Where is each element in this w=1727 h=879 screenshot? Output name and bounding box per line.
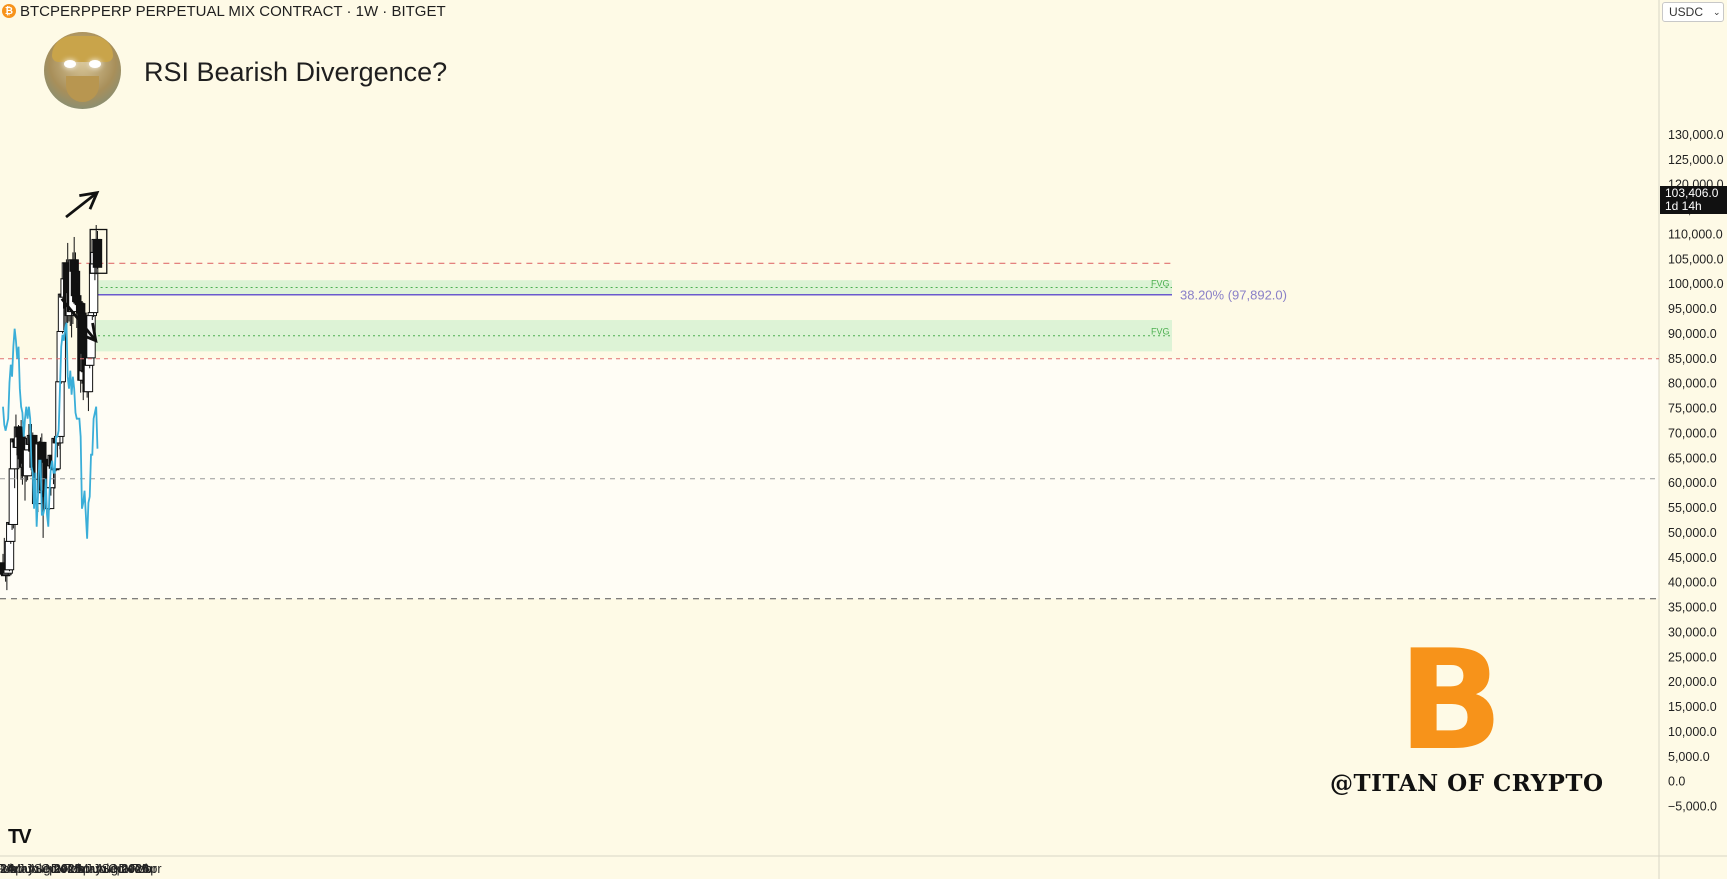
tradingview-logo-icon[interactable]: TV	[8, 826, 32, 848]
author-avatar	[44, 32, 121, 109]
price-tick-label: −5,000.0	[1668, 800, 1717, 814]
price-divergence-arrow-head	[79, 190, 100, 210]
time-tick-label: 2026	[121, 862, 149, 876]
bitcoin-logo-icon: B	[1398, 620, 1504, 781]
time-tick-label: Aug	[28, 862, 50, 876]
price-tick-label: 20,000.0	[1668, 675, 1717, 689]
price-tick-label: 40,000.0	[1668, 576, 1717, 590]
rsi-line	[2, 322, 99, 539]
fvg-label: FVG	[1151, 278, 1170, 288]
time-tick-label: Oct	[108, 862, 128, 876]
chart-annotation-title: RSI Bearish Divergence?	[144, 57, 448, 87]
time-tick-label: Dec	[118, 862, 140, 876]
price-tick-label: 55,000.0	[1668, 501, 1717, 515]
time-tick-label: Mar	[0, 862, 22, 876]
currency-value: USDC	[1669, 5, 1704, 19]
time-tick-label: Jul	[26, 862, 42, 876]
price-tick-label: 130,000.0	[1668, 128, 1724, 142]
time-tick-label: Mar	[68, 862, 90, 876]
price-tick-label: 110,000.0	[1668, 227, 1723, 241]
price-tick-label: 95,000.0	[1668, 302, 1717, 316]
price-tick-label: 105,000.0	[1668, 252, 1724, 266]
candle-body	[69, 259, 79, 272]
time-tick-label: Nov	[113, 862, 136, 876]
time-tick-label: Mar	[135, 862, 157, 876]
candle-body	[3, 569, 13, 574]
price-tick-label: 100,000.0	[1668, 277, 1724, 291]
rsi-divergence-arrow-head	[78, 322, 98, 343]
last-price-tag: 103,406.0 1d 14h	[1660, 186, 1727, 214]
price-tick-label: 45,000.0	[1668, 551, 1717, 565]
time-tick-label: Dec	[51, 862, 73, 876]
time-tick-label: 2025	[54, 862, 82, 876]
time-tick-label: Apr	[75, 862, 94, 876]
last-price-value: 103,406.0	[1665, 186, 1719, 200]
price-tick-label: 0.0	[1668, 775, 1685, 789]
time-tick-label: Sep	[101, 862, 123, 876]
author-watermark: @TITAN OF CRYPTO	[1330, 770, 1604, 797]
price-divergence-arrow	[65, 191, 98, 219]
time-tick-label: Aug	[96, 862, 118, 876]
time-tick-label: Feb	[0, 862, 17, 876]
price-tick-label: 85,000.0	[1668, 352, 1717, 366]
time-tick-label: Nov	[45, 862, 68, 876]
time-tick-label: May	[78, 862, 102, 876]
candle-body	[92, 238, 103, 268]
price-tick-label: 80,000.0	[1668, 377, 1717, 391]
price-tick-label: 75,000.0	[1668, 402, 1717, 416]
bitcoin-icon: ₿	[2, 4, 16, 18]
time-tick-label: 24	[0, 862, 14, 876]
candle-body	[75, 303, 86, 314]
chevron-down-icon: ⌄	[1713, 6, 1721, 17]
price-tick-label: 5,000.0	[1668, 750, 1710, 764]
price-tick-label: 35,000.0	[1668, 601, 1717, 615]
price-tick-label: 60,000.0	[1668, 476, 1717, 490]
price-tick-label: 50,000.0	[1668, 526, 1717, 540]
symbol-header[interactable]: ₿ BTCPERPPERP PERPETUAL MIX CONTRACT · 1…	[0, 0, 446, 22]
candle-countdown: 1d 14h	[1665, 199, 1702, 213]
time-tick-label: Oct	[41, 862, 61, 876]
symbol-title: BTCPERPPERP PERPETUAL MIX CONTRACT · 1W …	[20, 2, 446, 20]
currency-select[interactable]: USDC ⌄	[1662, 2, 1724, 22]
price-tick-label: 70,000.0	[1668, 426, 1717, 440]
time-tick-label: Sep	[34, 862, 56, 876]
time-tick-label: Apr	[7, 862, 26, 876]
highlight-box	[89, 228, 108, 274]
time-tick-label: May	[11, 862, 35, 876]
price-tick-label: 65,000.0	[1668, 451, 1717, 465]
candle-body	[83, 364, 94, 393]
price-tick-label: 30,000.0	[1668, 625, 1717, 639]
time-tick-label: Apr	[142, 862, 161, 876]
time-tick-label: Feb	[63, 862, 85, 876]
time-tick-label: Jun	[18, 862, 38, 876]
time-tick-label: Jun	[86, 862, 106, 876]
fvg-label: FVG	[1151, 327, 1170, 337]
price-tick-label: 25,000.0	[1668, 650, 1717, 664]
price-tick-label: 10,000.0	[1668, 725, 1717, 739]
time-tick-label: Feb	[130, 862, 152, 876]
fib-label: 38.20% (97,892.0)	[1180, 288, 1287, 303]
candle-body	[4, 540, 15, 571]
time-tick-label: Jul	[93, 862, 109, 876]
price-tick-label: 15,000.0	[1668, 700, 1717, 714]
price-tick-label: 125,000.0	[1668, 153, 1724, 167]
rsi-divergence-arrow	[60, 297, 97, 342]
price-tick-label: 90,000.0	[1668, 327, 1717, 341]
candle-body	[8, 468, 19, 525]
